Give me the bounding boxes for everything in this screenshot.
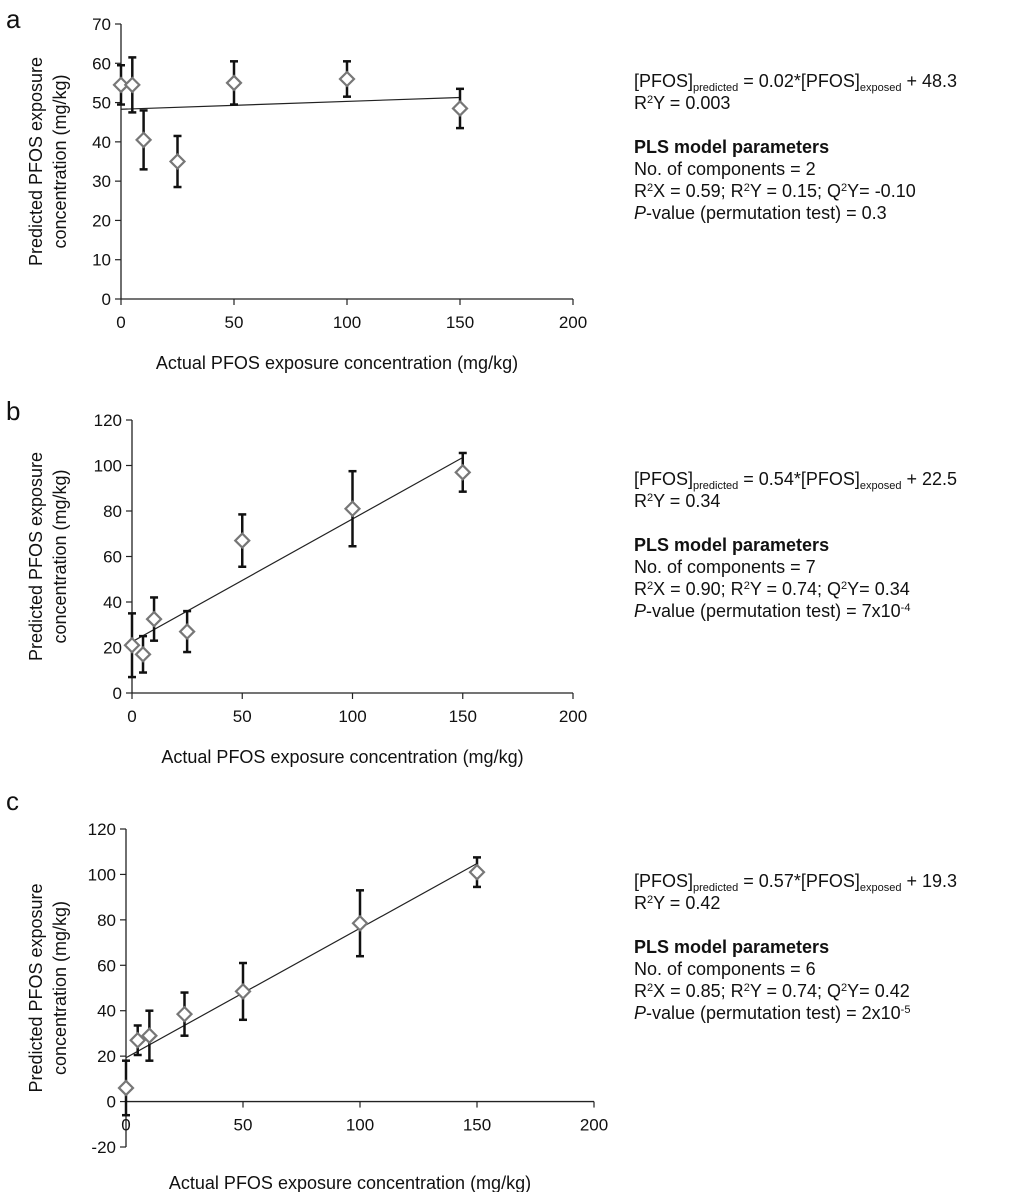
panel-c-data-point <box>117 1079 135 1097</box>
panel-c-y-axis-title-line2: concentration (mg/kg) <box>50 901 70 1075</box>
panel-a-y-tick-label: 70 <box>92 15 111 34</box>
panel-c-data-point <box>468 863 486 881</box>
panel-c-fit-line <box>125 863 478 1059</box>
panel-c-x-tick-label: 200 <box>580 1116 608 1135</box>
panel-a-data-point <box>168 152 187 171</box>
p-value: P-value (permutation test) = 7x10-4 <box>634 601 911 621</box>
panel-a-y-axis-title-line2: concentration (mg/kg) <box>50 74 70 248</box>
panel-b-x-tick-label: 150 <box>449 707 477 726</box>
panel-b-y-tick-label: 0 <box>113 684 122 703</box>
r2y-value: R2Y = 0.34 <box>634 491 721 511</box>
panel-c-x-tick-label: 0 <box>121 1116 130 1135</box>
panel-a-y-tick-label: 0 <box>102 290 111 309</box>
components-count: No. of components = 7 <box>634 557 816 577</box>
panel-b-y-axis-title-line2: concentration (mg/kg) <box>50 469 70 643</box>
panel-b-data-point <box>123 636 141 654</box>
panel-c-y-axis-title-line1: Predicted PFOS exposure <box>26 883 46 1092</box>
panel-c-y-tick-label: -20 <box>91 1138 116 1157</box>
panel-c-x-tick-label: 100 <box>346 1116 374 1135</box>
panel-a-letter: a <box>6 4 21 34</box>
panel-c-x-axis-title: Actual PFOS exposure concentration (mg/k… <box>169 1173 531 1192</box>
panel-a-y-tick-label: 60 <box>92 54 111 73</box>
panel-b-x-axis-title: Actual PFOS exposure concentration (mg/k… <box>161 747 523 767</box>
panel-a-x-tick-label: 0 <box>116 313 125 332</box>
params-title: PLS model parameters <box>634 535 830 555</box>
panel-c-data-point <box>140 1027 158 1045</box>
panel-a-data-point <box>135 131 153 149</box>
regression-equation: [PFOS]predicted = 0.54*[PFOS]exposed + 2… <box>634 469 957 492</box>
panel-c-params: [PFOS]predicted = 0.57*[PFOS]exposed + 1… <box>634 870 957 1024</box>
panel-b-x-tick-label: 200 <box>559 707 587 726</box>
panel-c-data-point <box>129 1031 147 1049</box>
panel-b-fit-line <box>131 457 464 643</box>
panel-b-data-point <box>134 645 152 663</box>
panel-b-data-point <box>233 532 251 550</box>
panel-c-y-tick-label: 100 <box>88 865 116 884</box>
panel-c-y-tick-label: 60 <box>97 956 116 975</box>
params-title: PLS model parameters <box>634 137 830 157</box>
panel-a-fit-line <box>120 96 461 110</box>
panel-c-y-tick-label: 40 <box>97 1002 116 1021</box>
panel-a-y-tick-label: 50 <box>92 94 111 113</box>
panel-b-y-tick-label: 80 <box>103 502 122 521</box>
model-fit-stats: R2X = 0.90; R2Y = 0.74; Q2Y= 0.34 <box>634 579 910 599</box>
regression-equation: [PFOS]predicted = 0.02*[PFOS]exposed + 4… <box>634 71 957 94</box>
panel-c-data-point <box>175 1005 194 1023</box>
panel-a-params: [PFOS]predicted = 0.02*[PFOS]exposed + 4… <box>634 70 957 224</box>
panel-a-y-axis-title-line1: Predicted PFOS exposure <box>26 57 46 266</box>
panel-b-data-point <box>178 623 196 641</box>
panel-b-y-tick-label: 20 <box>103 639 122 658</box>
panel-c-y-tick-label: 80 <box>97 911 116 930</box>
p-value: P-value (permutation test) = 2x10-5 <box>634 1003 911 1023</box>
panel-b-y-axis-title-line1: Predicted PFOS exposure <box>26 452 46 661</box>
panel-c-y-tick-label: 0 <box>107 1093 116 1112</box>
panel-c-x-tick-label: 150 <box>463 1116 491 1135</box>
panel-a-data-point <box>225 74 243 92</box>
panel-a-y-tick-label: 40 <box>92 133 111 152</box>
model-fit-stats: R2X = 0.59; R2Y = 0.15; Q2Y= -0.10 <box>634 181 916 201</box>
regression-equation: [PFOS]predicted = 0.57*[PFOS]exposed + 1… <box>634 871 957 894</box>
panel-a-x-tick-label: 50 <box>225 313 244 332</box>
r2y-value: R2Y = 0.42 <box>634 893 721 913</box>
panel-b-letter: b <box>6 396 21 426</box>
panel-a-y-tick-label: 20 <box>92 211 111 230</box>
panel-a-x-tick-label: 150 <box>446 313 474 332</box>
panel-a-data-point <box>451 99 469 118</box>
panel-a-y-tick-label: 30 <box>92 172 111 191</box>
p-value: P-value (permutation test) = 0.3 <box>634 203 887 223</box>
panel-b-y-tick-label: 40 <box>103 593 122 612</box>
panel-b-data-point <box>454 463 472 481</box>
panel-a-x-tick-label: 100 <box>333 313 361 332</box>
panel-a-x-axis-title: Actual PFOS exposure concentration (mg/k… <box>156 353 518 373</box>
panel-c-letter: c <box>6 786 19 816</box>
panel-b-data-point <box>343 500 362 518</box>
panel-c-y-tick-label: 120 <box>88 820 116 839</box>
panel-c-x-tick-label: 50 <box>234 1116 253 1135</box>
params-title: PLS model parameters <box>634 937 830 957</box>
components-count: No. of components = 6 <box>634 959 816 979</box>
model-fit-stats: R2X = 0.85; R2Y = 0.74; Q2Y= 0.42 <box>634 981 910 1001</box>
panel-b-x-tick-label: 50 <box>233 707 252 726</box>
r2y-value: R2Y = 0.003 <box>634 93 731 113</box>
components-count: No. of components = 2 <box>634 159 816 179</box>
panel-a-data-point <box>123 76 141 94</box>
panel-a-y-tick-label: 10 <box>92 251 111 270</box>
panel-b-x-tick-label: 0 <box>127 707 136 726</box>
panel-b-y-tick-label: 60 <box>103 548 122 567</box>
panel-b-y-tick-label: 120 <box>94 411 122 430</box>
panel-b-data-point <box>145 610 163 628</box>
panel-b-x-tick-label: 100 <box>338 707 366 726</box>
panel-c-data-point <box>351 914 369 932</box>
panel-b-params: [PFOS]predicted = 0.54*[PFOS]exposed + 2… <box>634 468 957 622</box>
panel-a-x-tick-label: 200 <box>559 313 587 332</box>
panel-a-data-point <box>338 70 356 88</box>
panel-c-y-tick-label: 20 <box>97 1047 116 1066</box>
panel-b-y-tick-label: 100 <box>94 457 122 476</box>
panel-a-data-point <box>112 76 130 94</box>
panel-c-data-point <box>234 982 252 1000</box>
